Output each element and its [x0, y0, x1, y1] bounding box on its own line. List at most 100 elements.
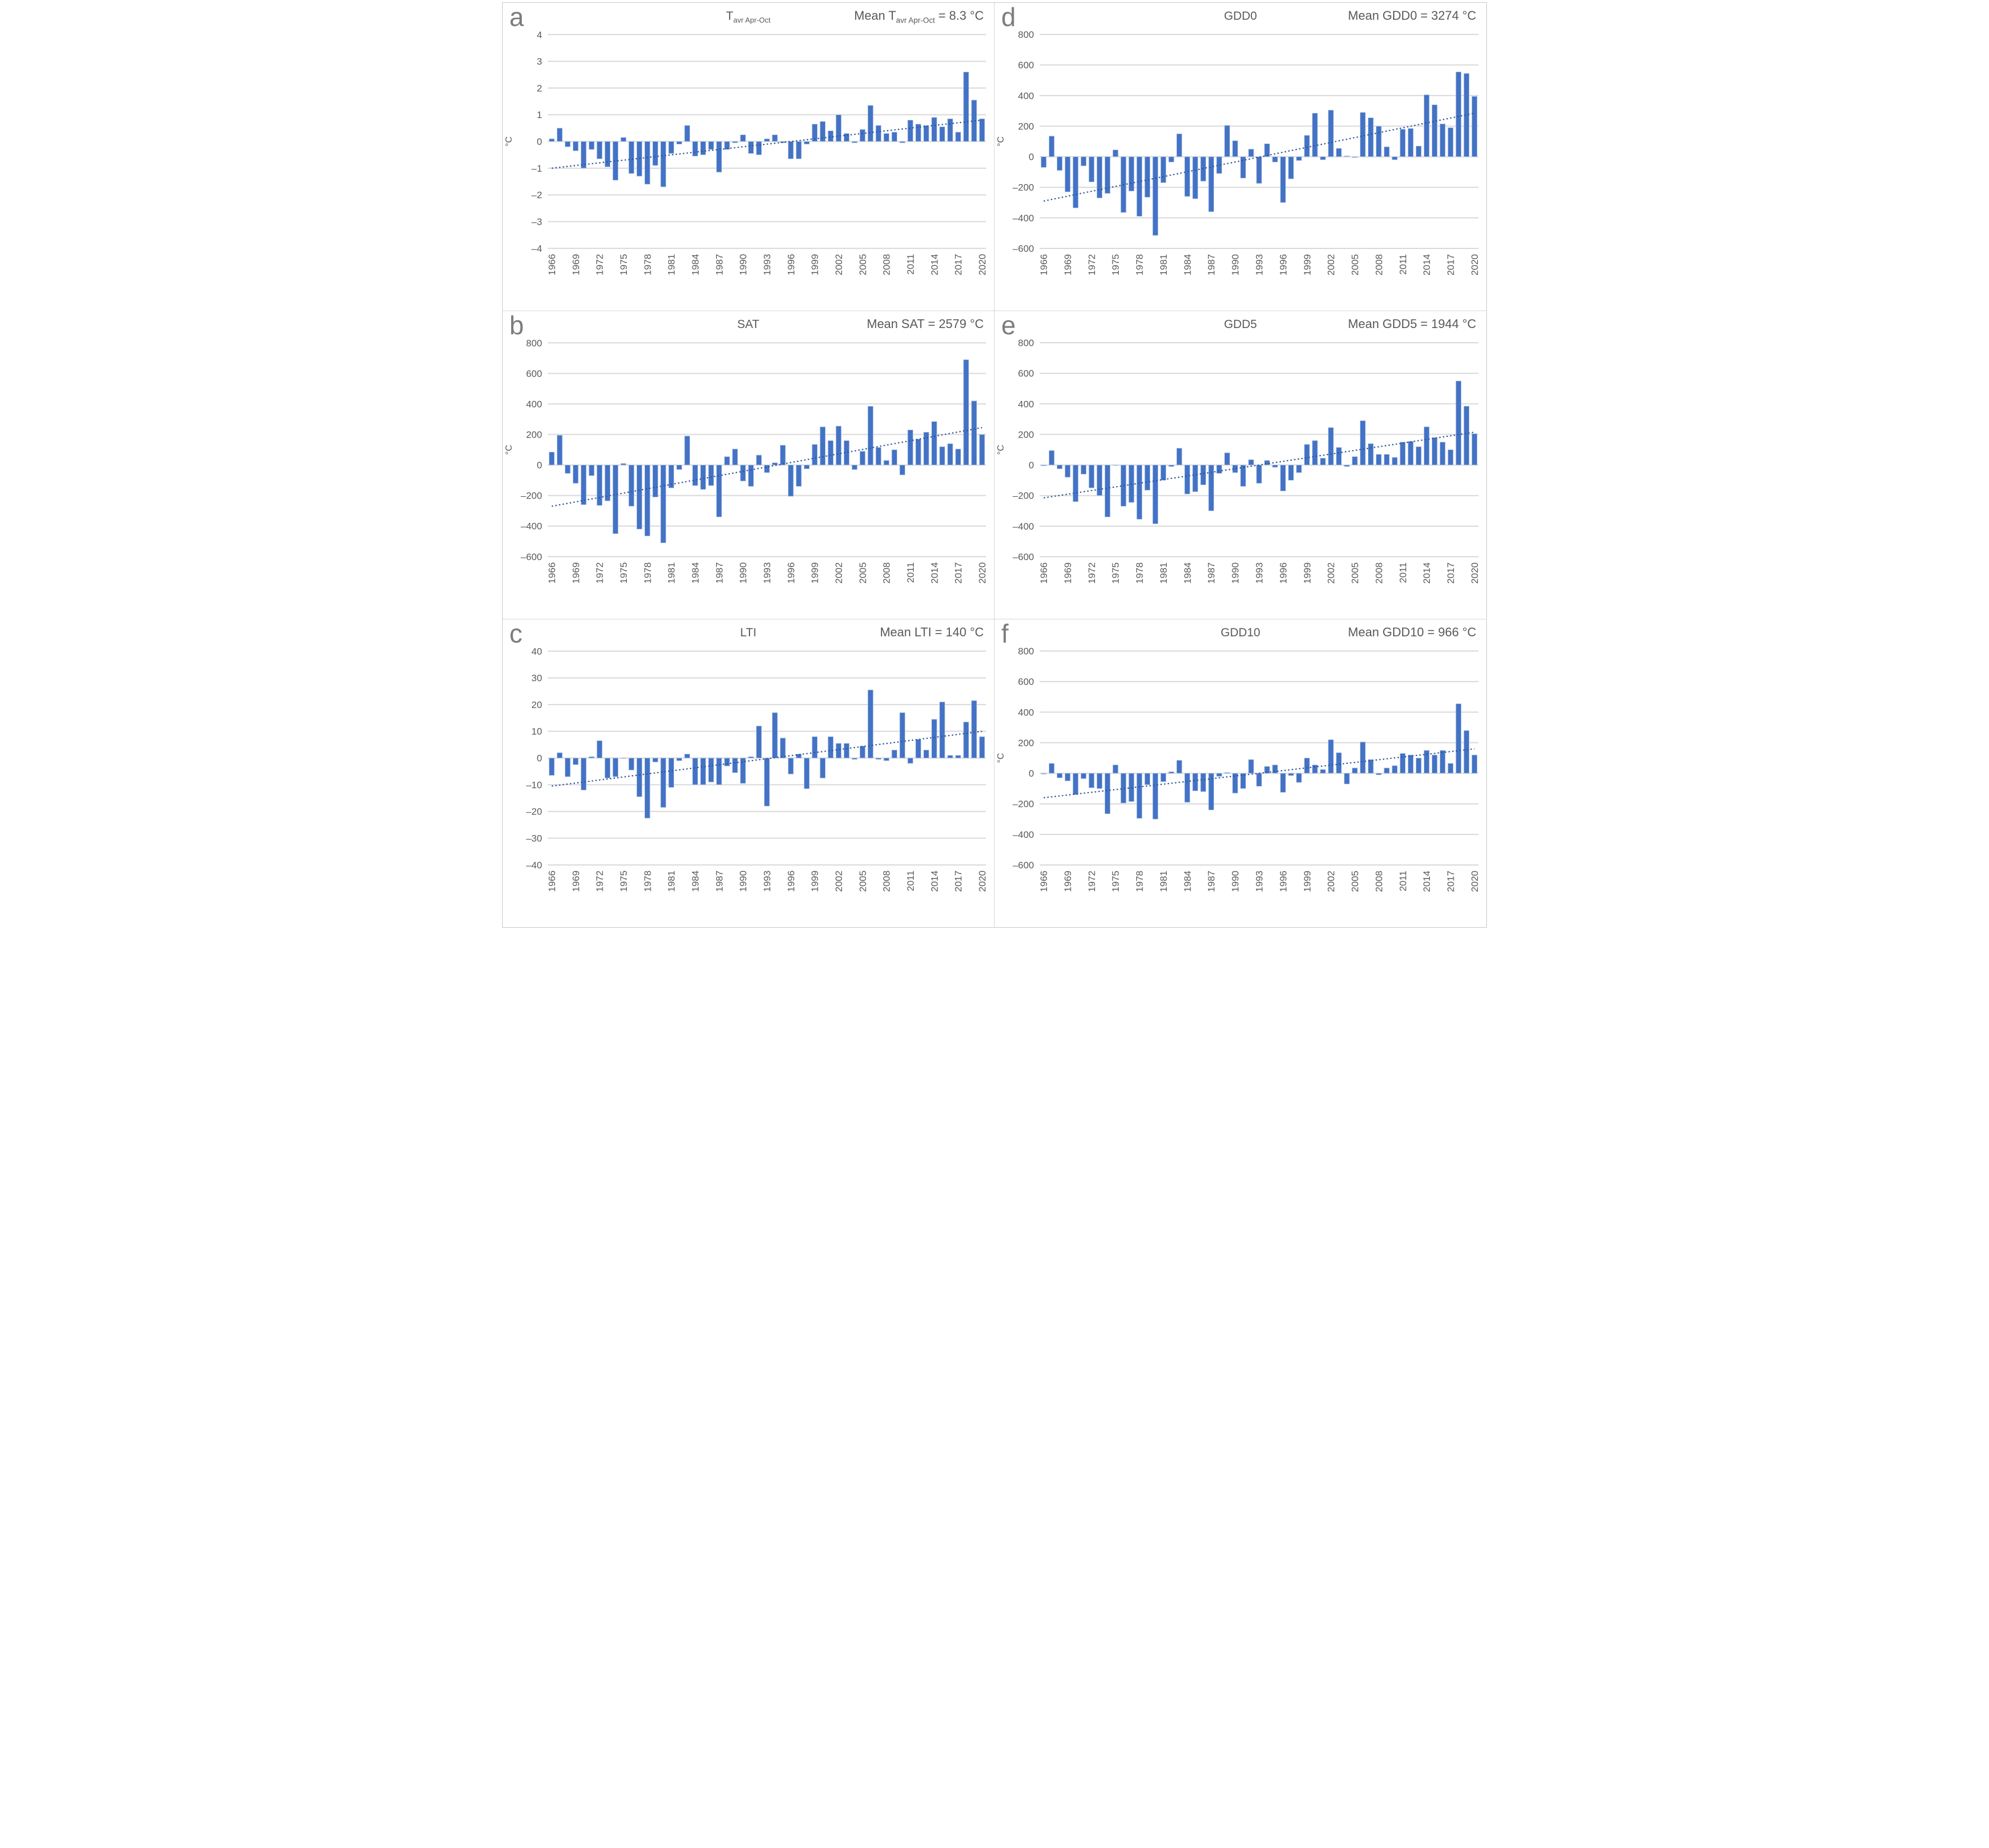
- bar-1992: [1248, 759, 1254, 774]
- y-axis-labels: 800 600 400 200 0 –200 –400 –600: [1013, 338, 1034, 562]
- bar-2006: [867, 105, 874, 142]
- bar-2015: [939, 701, 945, 758]
- bar-1987: [716, 465, 722, 517]
- bar-1992: [1248, 148, 1254, 157]
- x-tick-label-2008: 2008: [1373, 871, 1384, 892]
- bar-2019: [1463, 405, 1469, 465]
- x-tick-label-2011: 2011: [905, 562, 916, 583]
- x-axis-labels: 1966 1969 1972 1975 1978 1981 1984 1987 1990 1993…: [547, 562, 988, 584]
- y-tick-label: 10: [531, 726, 542, 737]
- bar-1971: [588, 465, 595, 476]
- y-tick-label: 800: [1018, 29, 1034, 40]
- bar-2000: [1312, 440, 1318, 465]
- bar-1975: [620, 137, 627, 142]
- bar-2002: [835, 426, 842, 465]
- bar-1978: [1136, 773, 1142, 819]
- chart-area: 800 600 400 200 0 –200 –400 –600 °C 1966 1969 1972 1…: [503, 334, 994, 619]
- bar-1987: [716, 141, 722, 173]
- x-tick-label-1978: 1978: [642, 562, 653, 584]
- bar-1974: [1105, 465, 1111, 518]
- x-tick-label-1966: 1966: [1039, 254, 1049, 276]
- bar-1977: [1128, 465, 1135, 503]
- bar-1996: [788, 758, 794, 775]
- bar-1982: [676, 465, 682, 470]
- y-tick-label: 200: [1018, 737, 1034, 748]
- bar-1967: [1049, 763, 1055, 774]
- bar-1990: [740, 134, 746, 142]
- x-tick-label-1987: 1987: [714, 562, 725, 584]
- x-tick-label-2002: 2002: [1326, 562, 1337, 584]
- y-tick-label: –40: [526, 860, 542, 871]
- mean-text: Mean T: [854, 8, 896, 23]
- x-tick-label-2020: 2020: [977, 254, 988, 276]
- x-tick-label-1972: 1972: [1087, 562, 1097, 584]
- y-tick-label: 600: [1018, 676, 1034, 687]
- panel-letter-a: a: [509, 3, 524, 32]
- x-tick-label-1990: 1990: [738, 254, 749, 276]
- bar-1976: [629, 758, 635, 771]
- bar-1977: [636, 465, 643, 530]
- x-tick-label-2005: 2005: [857, 871, 868, 892]
- panel-letter-e: e: [1001, 311, 1016, 340]
- x-tick-label-1975: 1975: [618, 871, 629, 892]
- x-tick-label-1984: 1984: [1182, 562, 1193, 584]
- bar-1968: [1057, 773, 1063, 779]
- mean-text: Mean GDD10: [1347, 625, 1424, 639]
- x-tick-label-2011: 2011: [1398, 562, 1408, 583]
- bar-2019: [971, 99, 977, 142]
- y-tick-label: –600: [521, 552, 542, 562]
- bar-2007: [1368, 443, 1374, 465]
- title-text: SAT: [737, 318, 760, 331]
- bar-2000: [1312, 113, 1318, 157]
- x-tick-label-2014: 2014: [929, 254, 940, 276]
- bar-1974: [1105, 773, 1111, 814]
- bar-1993: [764, 138, 770, 142]
- x-tick-label-2020: 2020: [1469, 871, 1480, 892]
- title-text: GDD5: [1224, 318, 1257, 331]
- bar-1996: [1280, 156, 1286, 203]
- bar-2018: [963, 359, 969, 465]
- bar-2009: [1384, 454, 1390, 465]
- bar-1973: [604, 141, 610, 167]
- y-tick-label: –400: [521, 521, 542, 532]
- bars: [548, 359, 985, 543]
- bar-1983: [1176, 760, 1183, 774]
- y-axis-unit: °C: [504, 137, 514, 147]
- bar-1994: [772, 462, 778, 465]
- x-tick-label-2011: 2011: [1398, 254, 1408, 275]
- bar-2000: [1312, 764, 1318, 774]
- x-tick-label-2002: 2002: [834, 871, 844, 892]
- bar-1982: [1168, 156, 1175, 163]
- y-tick-label: 40: [531, 646, 542, 657]
- x-tick-label-1996: 1996: [786, 254, 796, 276]
- bar-2008: [1376, 773, 1382, 775]
- bar-2000: [819, 121, 826, 142]
- bar-1991: [748, 141, 754, 154]
- bar-1971: [1080, 773, 1087, 779]
- x-tick-label-1984: 1984: [690, 562, 701, 584]
- panel-title: LTI: [503, 626, 994, 641]
- bar-1984: [692, 465, 699, 486]
- bar-2013: [1415, 146, 1422, 157]
- bar-1975: [620, 463, 627, 465]
- bar-2007: [875, 447, 882, 465]
- y-tick-label: –2: [531, 190, 542, 200]
- x-axis-labels: 1966 1969 1972 1975 1978 1981 1984 1987 1990 1993…: [1039, 254, 1480, 276]
- bar-1969: [573, 141, 579, 151]
- bar-1988: [1216, 465, 1222, 474]
- bar-1980: [1152, 156, 1158, 236]
- panel-letter-c: c: [509, 619, 522, 648]
- bar-1968: [1057, 156, 1063, 171]
- bar-1986: [1200, 465, 1206, 486]
- bars: [548, 72, 985, 187]
- bar-2005: [860, 745, 866, 758]
- bar-2013: [1415, 446, 1422, 465]
- bar-1999: [812, 444, 818, 465]
- bar-1970: [581, 141, 587, 169]
- bar-1980: [1152, 773, 1158, 820]
- bar-2010: [899, 141, 905, 143]
- bar-2003: [1336, 447, 1342, 465]
- x-tick-label-1972: 1972: [595, 254, 605, 276]
- bar-1992: [1248, 459, 1254, 465]
